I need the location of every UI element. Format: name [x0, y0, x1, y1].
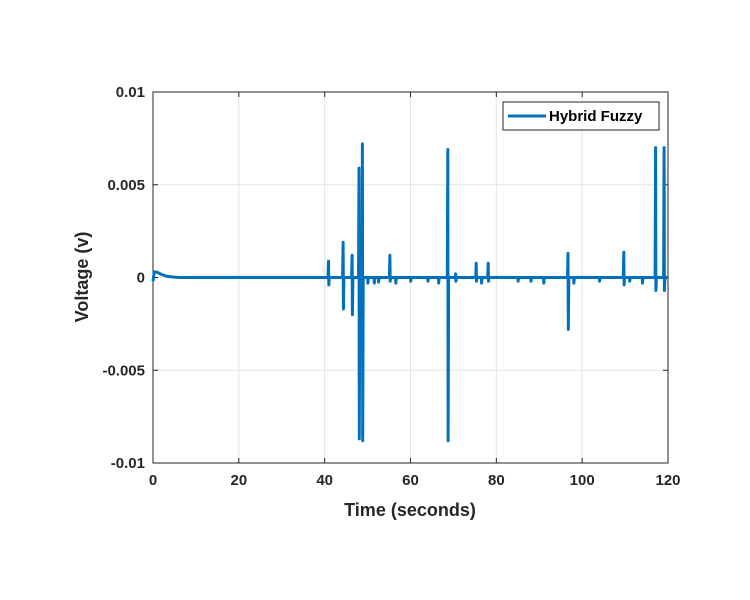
y-tick-label: 0.005: [107, 177, 145, 194]
y-tick-label: -0.01: [111, 455, 145, 472]
y-tick-label: 0.01: [116, 84, 145, 101]
x-tick-label: 120: [655, 472, 680, 489]
x-tick-label: 100: [570, 472, 595, 489]
y-axis-label: Voltage (v): [72, 232, 92, 323]
y-tick-label: 0: [137, 270, 145, 287]
x-tick-label: 40: [316, 472, 333, 489]
x-tick-label: 0: [149, 472, 157, 489]
y-tick-label: -0.005: [102, 362, 145, 379]
y-tick-labels: 0.01 0.005 0 -0.005 -0.01: [102, 84, 145, 472]
legend-entry: Hybrid Fuzzy: [549, 108, 643, 125]
x-tick-label: 80: [488, 472, 505, 489]
legend: Hybrid Fuzzy: [502, 101, 660, 131]
x-axis-label: Time (seconds): [344, 500, 476, 520]
x-tick-label: 20: [230, 472, 247, 489]
ticks: [152, 91, 669, 464]
x-tick-label: 60: [402, 472, 419, 489]
series-line-hybrid-fuzzy: [151, 142, 668, 443]
x-tick-labels: 0 20 40 60 80 100 120: [149, 472, 681, 489]
